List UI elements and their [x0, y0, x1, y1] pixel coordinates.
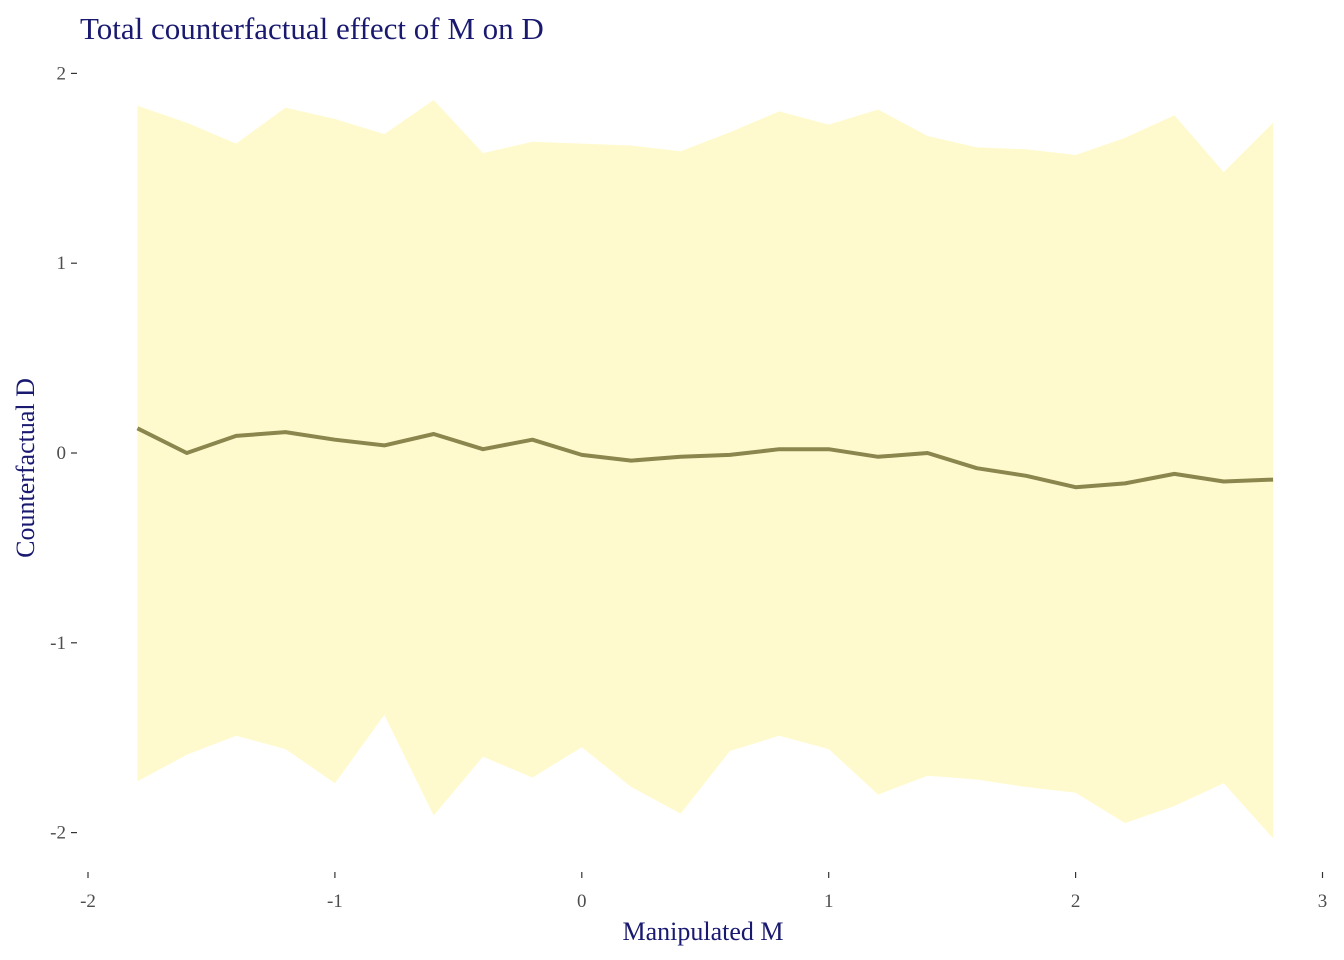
y-tick-label: 0	[57, 443, 67, 464]
x-tick-label: 0	[577, 891, 587, 912]
y-tick-label: 2	[57, 63, 67, 84]
x-axis-title: Manipulated M	[622, 917, 783, 946]
chart-title: Total counterfactual effect of M on D	[80, 11, 544, 46]
x-tick-label: 3	[1318, 891, 1328, 912]
mean-line	[136, 426, 1274, 490]
y-axis: -2 -1 0 1 2	[50, 63, 77, 844]
interval-ribbon	[137, 100, 1274, 839]
x-tick-label: 1	[824, 891, 834, 912]
y-axis-title: Counterfactual D	[11, 378, 40, 558]
y-tick-label: -1	[50, 633, 66, 654]
x-tick-label: -1	[327, 891, 343, 912]
y-tick-label: -2	[50, 823, 66, 844]
x-tick-label: -2	[80, 891, 96, 912]
x-axis: -2 -1 0 1 2 3	[80, 872, 1327, 912]
y-tick-label: 1	[57, 253, 67, 274]
x-tick-label: 2	[1071, 891, 1081, 912]
plot-area	[136, 100, 1274, 839]
